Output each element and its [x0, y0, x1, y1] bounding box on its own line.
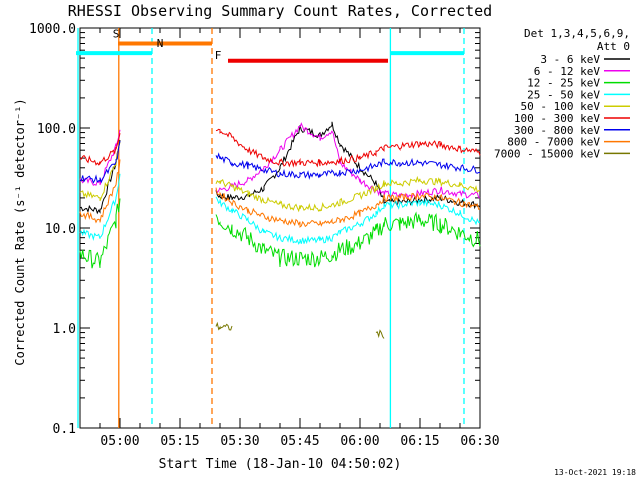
legend-label: 3 - 6 keV — [540, 53, 600, 66]
series-line — [79, 129, 121, 186]
y-tick-label: 0.1 — [53, 422, 76, 437]
series-line — [215, 121, 481, 210]
series-line — [79, 133, 121, 166]
y-tick-label: 1.0 — [53, 322, 76, 337]
legend-label: 100 - 300 keV — [514, 112, 600, 125]
timestamp: 13-Oct-2021 19:18 — [554, 468, 636, 477]
legend-label: 6 - 12 keV — [534, 65, 601, 78]
plot-area: 0.1 1.0 10.0 100.0 1000.0 05:00 05:15 05:30 05:4… — [29, 22, 500, 449]
x-tick-label: 05:15 — [160, 434, 199, 449]
annotation-label: S — [113, 27, 120, 40]
legend-label: 800 - 7000 keV — [507, 136, 600, 149]
series-line — [79, 173, 121, 242]
series-line — [79, 140, 121, 184]
x-tick-label: 06:30 — [460, 434, 499, 449]
series-line — [215, 321, 233, 331]
x-axis-label: Start Time (18-Jan-10 04:50:02) — [159, 457, 402, 472]
legend-label: 7000 - 15000 keV — [494, 147, 600, 160]
legend-label: 300 - 800 keV — [514, 124, 600, 137]
series-line — [215, 122, 481, 200]
y-tick-label: 10.0 — [45, 222, 76, 237]
series-line — [215, 152, 480, 180]
y-tick-label: 100.0 — [37, 122, 76, 137]
annotation-label: N — [157, 37, 164, 50]
legend-header: Att 0 — [597, 40, 630, 53]
legend-label: 25 - 50 keV — [527, 88, 600, 101]
x-tick-label: 06:15 — [400, 434, 439, 449]
series-line — [79, 139, 121, 215]
series-line — [375, 329, 385, 339]
legend-label: 12 - 25 keV — [527, 77, 600, 90]
series-line — [215, 187, 481, 228]
series-line — [215, 175, 481, 213]
series-line — [79, 142, 121, 202]
series-line — [79, 159, 121, 224]
legend-header: Det 1,3,4,5,6,9, — [524, 27, 630, 40]
series-line — [79, 198, 121, 269]
annotation-label: F — [215, 49, 222, 62]
x-tick-label: 05:00 — [100, 434, 139, 449]
x-tick-label: 05:45 — [280, 434, 319, 449]
series-line — [215, 211, 481, 268]
series-line — [215, 196, 481, 245]
x-tick-label: 05:30 — [220, 434, 259, 449]
y-tick-label: 1000.0 — [29, 22, 76, 37]
x-tick-label: 06:00 — [340, 434, 379, 449]
legend-label: 50 - 100 keV — [521, 100, 601, 113]
y-axis-label: Corrected Count Rate (s⁻¹ detector⁻¹) — [13, 98, 27, 365]
chart-title: RHESSI Observing Summary Count Rates, Co… — [68, 2, 492, 20]
series-line — [215, 128, 481, 168]
